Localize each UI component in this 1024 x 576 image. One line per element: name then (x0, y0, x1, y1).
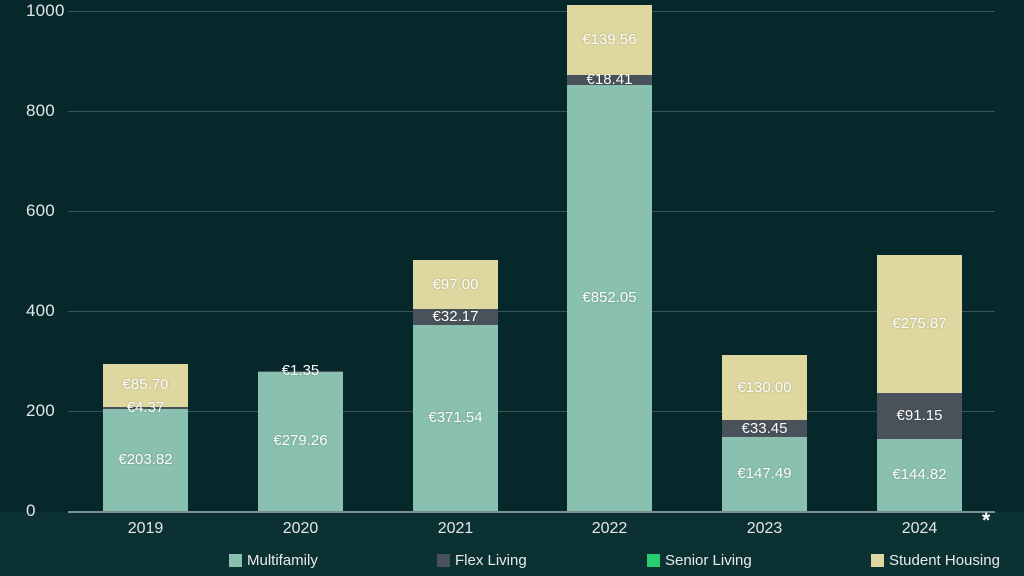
bar-2021: €371.54 €32.17 €97.00 (413, 0, 498, 512)
bar-segment-multifamily[interactable] (258, 371, 343, 511)
y-axis-tick-label: 800 (26, 100, 55, 120)
footnote-asterisk: * (982, 509, 991, 532)
x-axis-label-2021: 2021 (437, 520, 474, 537)
bar-value-label: €147.49 (737, 465, 792, 483)
legend-label: Multifamily (247, 552, 318, 569)
x-axis-label-2024: 2024 (901, 520, 938, 537)
legend-swatch (871, 554, 884, 567)
bar-segment-student-housing[interactable] (103, 363, 188, 407)
bar-segment-flex-living[interactable] (877, 392, 962, 439)
legend-label: Senior Living (665, 552, 752, 569)
bar-segment-student-housing[interactable] (413, 260, 498, 309)
bar-value-label: €130.00 (737, 378, 792, 396)
bar-segment-multifamily[interactable] (567, 84, 652, 511)
legend-swatch (647, 554, 660, 567)
bar-value-label: €32.17 (432, 307, 479, 325)
bar-value-label: €18.41 (586, 70, 633, 88)
y-axis-tick-label: 200 (26, 400, 55, 420)
gridline (68, 210, 995, 212)
bar-value-label: €203.82 (118, 450, 173, 468)
bar-value-label: €371.54 (428, 409, 483, 427)
legend-item-senior-living[interactable]: Senior Living (647, 552, 752, 569)
x-axis-line (68, 510, 995, 513)
bar-segment-flex-living[interactable] (103, 406, 188, 409)
gridline (68, 310, 995, 312)
bar-value-label: €1.35 (281, 361, 320, 379)
legend: Multifamily Flex Living Senior Living Stude… (0, 552, 1024, 576)
legend-swatch (437, 554, 450, 567)
bar-value-label: €852.05 (582, 288, 637, 306)
legend-item-multifamily[interactable]: Multifamily (229, 552, 318, 569)
y-axis-tick-label: 600 (26, 200, 55, 220)
bar-segment-student-housing[interactable] (722, 355, 807, 421)
bar-segment-student-housing[interactable] (567, 5, 652, 76)
bar-2024: €144.82 €91.15 €275.87 (877, 0, 962, 512)
bar-segment-multifamily[interactable] (103, 408, 188, 511)
y-axis-tick-label: 400 (26, 300, 55, 320)
bar-segment-flex-living[interactable] (413, 308, 498, 326)
bar-value-label: €97.00 (432, 275, 479, 293)
bar-value-label: €85.70 (122, 376, 169, 394)
bar-segment-student-housing[interactable] (877, 254, 962, 393)
y-axis-tick-label: 0 (26, 501, 36, 520)
y-axis-tick-label: 1000 (26, 0, 65, 20)
bar-segment-flex-living[interactable] (567, 75, 652, 85)
bar-segment-flex-living[interactable] (258, 370, 343, 372)
gridline (68, 410, 995, 412)
bar-value-label: €139.56 (582, 31, 637, 49)
bar-2022: €852.05 €18.41 €139.56 (567, 0, 652, 512)
legend-item-flex-living[interactable]: Flex Living (437, 552, 527, 569)
bar-2019: €203.82 €4.37 €85.70 (103, 0, 188, 512)
bar-2023: €147.49 €33.45 €130.00 (722, 0, 807, 512)
legend-label: Student Housing (889, 552, 1000, 569)
legend-swatch (229, 554, 242, 567)
legend-label: Flex Living (455, 552, 527, 569)
bar-2020: €279.26 €1.35 (258, 0, 343, 512)
bar-segment-multifamily[interactable] (722, 437, 807, 511)
bar-value-label: €279.26 (273, 432, 328, 450)
bar-value-label: €91.15 (896, 406, 943, 424)
bar-value-label: €33.45 (741, 419, 788, 437)
gridline (68, 110, 995, 112)
bar-value-label: €275.87 (892, 314, 947, 332)
bar-segment-flex-living[interactable] (722, 420, 807, 438)
x-axis-label-2022: 2022 (591, 520, 628, 537)
bar-value-label: €4.37 (126, 398, 165, 416)
x-axis-label-2019: 2019 (127, 520, 164, 537)
bar-value-label: €144.82 (892, 465, 947, 483)
bar-segment-multifamily[interactable] (877, 438, 962, 511)
x-axis-label-2020: 2020 (282, 520, 319, 537)
legend-item-student-housing[interactable]: Student Housing (871, 552, 1000, 569)
gridline (68, 10, 995, 12)
bar-segment-multifamily[interactable] (413, 325, 498, 511)
x-axis-label-2023: 2023 (746, 520, 783, 537)
